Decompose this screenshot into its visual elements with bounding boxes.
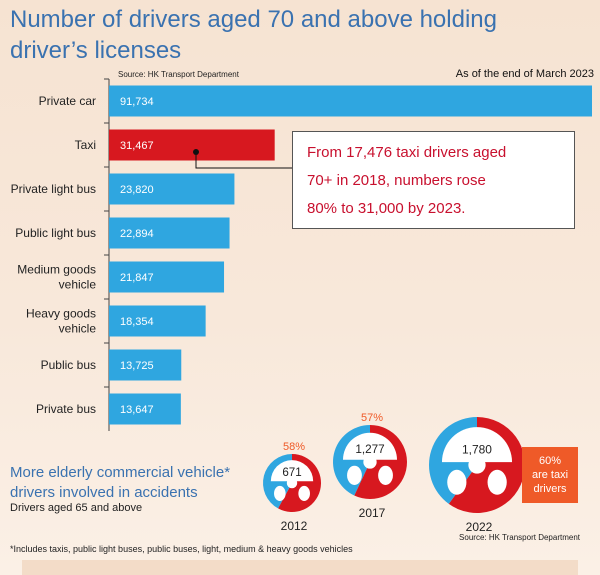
wheel-cutout-top [441,427,513,463]
wheel-cutout-right [298,485,310,501]
chart-title: Number of drivers aged 70 and above hold… [10,6,497,64]
taxi-share-badge: 60% are taxi drivers [522,447,578,503]
pie-year-label: 2012 [281,519,308,533]
accident-section-subtitle: Drivers aged 65 and above [10,502,143,514]
value-label: 21,847 [120,272,154,284]
category-label: vehicle [59,278,97,292]
source-label-top: Source: HK Transport Department [118,70,239,79]
value-label: 31,467 [120,140,154,152]
pie-slice-taxi [354,424,408,499]
pie-year-label: 2022 [466,520,493,534]
value-label: 91,734 [120,96,154,108]
wheel-cutout-left [274,485,286,501]
as-of-label: As of the end of March 2023 [455,68,594,80]
category-label: Private bus [36,402,96,416]
wheel-cutout-top [342,432,398,460]
pie-total-label: 671 [282,467,301,479]
pie-slice-taxi [448,417,526,514]
value-label: 13,647 [120,404,154,416]
category-label: Private car [39,94,96,108]
callout-line-3: 80% to 31,000 by 2023. [307,200,466,217]
callout-line-2: 70+ in 2018, numbers rose [307,172,486,189]
pie-total-label: 1,780 [462,442,492,456]
bar [109,261,225,293]
wheel-hub [363,455,377,469]
pie-slice-taxi [278,454,322,512]
pie-pct-label: 57% [361,412,383,424]
taxi-share-badge-pct: 60% [538,455,562,467]
value-label: 18,354 [120,316,154,328]
bar [109,217,230,249]
accident-section-title: More elderly commercial vehicle* drivers… [10,464,231,501]
wheel-hub [286,477,298,489]
wheel-cutout-left [347,465,362,485]
pie-total-label: 1,277 [355,443,384,456]
category-label: Medium goods [17,263,96,277]
wheel-cutout-right [487,469,507,495]
callout-line-1: From 17,476 taxi drivers aged [307,144,507,161]
value-label: 13,725 [120,360,154,372]
wheel-cutout-right [378,465,393,485]
bar [109,349,182,381]
wheel-hub [468,456,486,474]
taxi-leader-line [195,152,292,169]
category-label: vehicle [59,322,97,336]
value-label: 22,894 [120,228,154,240]
bar [109,85,592,117]
taxi-callout-box: From 17,476 taxi drivers aged 70+ in 201… [292,131,575,229]
wheel-cutout-top [270,460,314,482]
category-label: Public bus [41,358,96,372]
category-label: Heavy goods [26,307,96,321]
category-label: Public light bus [15,226,96,240]
wheel-cutout-left [447,469,467,495]
bar [109,393,181,425]
footnote: *Includes taxis, public light buses, pub… [10,544,353,554]
taxi-share-badge-line2: are taxi [531,469,569,481]
category-label: Private light bus [11,182,96,196]
pie-year-label: 2017 [359,506,386,520]
source-label-bottom: Source: HK Transport Department [459,533,580,542]
bar [109,173,235,205]
taxi-share-badge-line3: drivers [533,483,567,495]
pie-pct-label: 58% [283,441,305,453]
bottom-strip [22,560,578,575]
value-label: 23,820 [120,184,154,196]
bar [109,129,275,161]
bar [109,305,206,337]
category-label: Taxi [75,138,96,152]
